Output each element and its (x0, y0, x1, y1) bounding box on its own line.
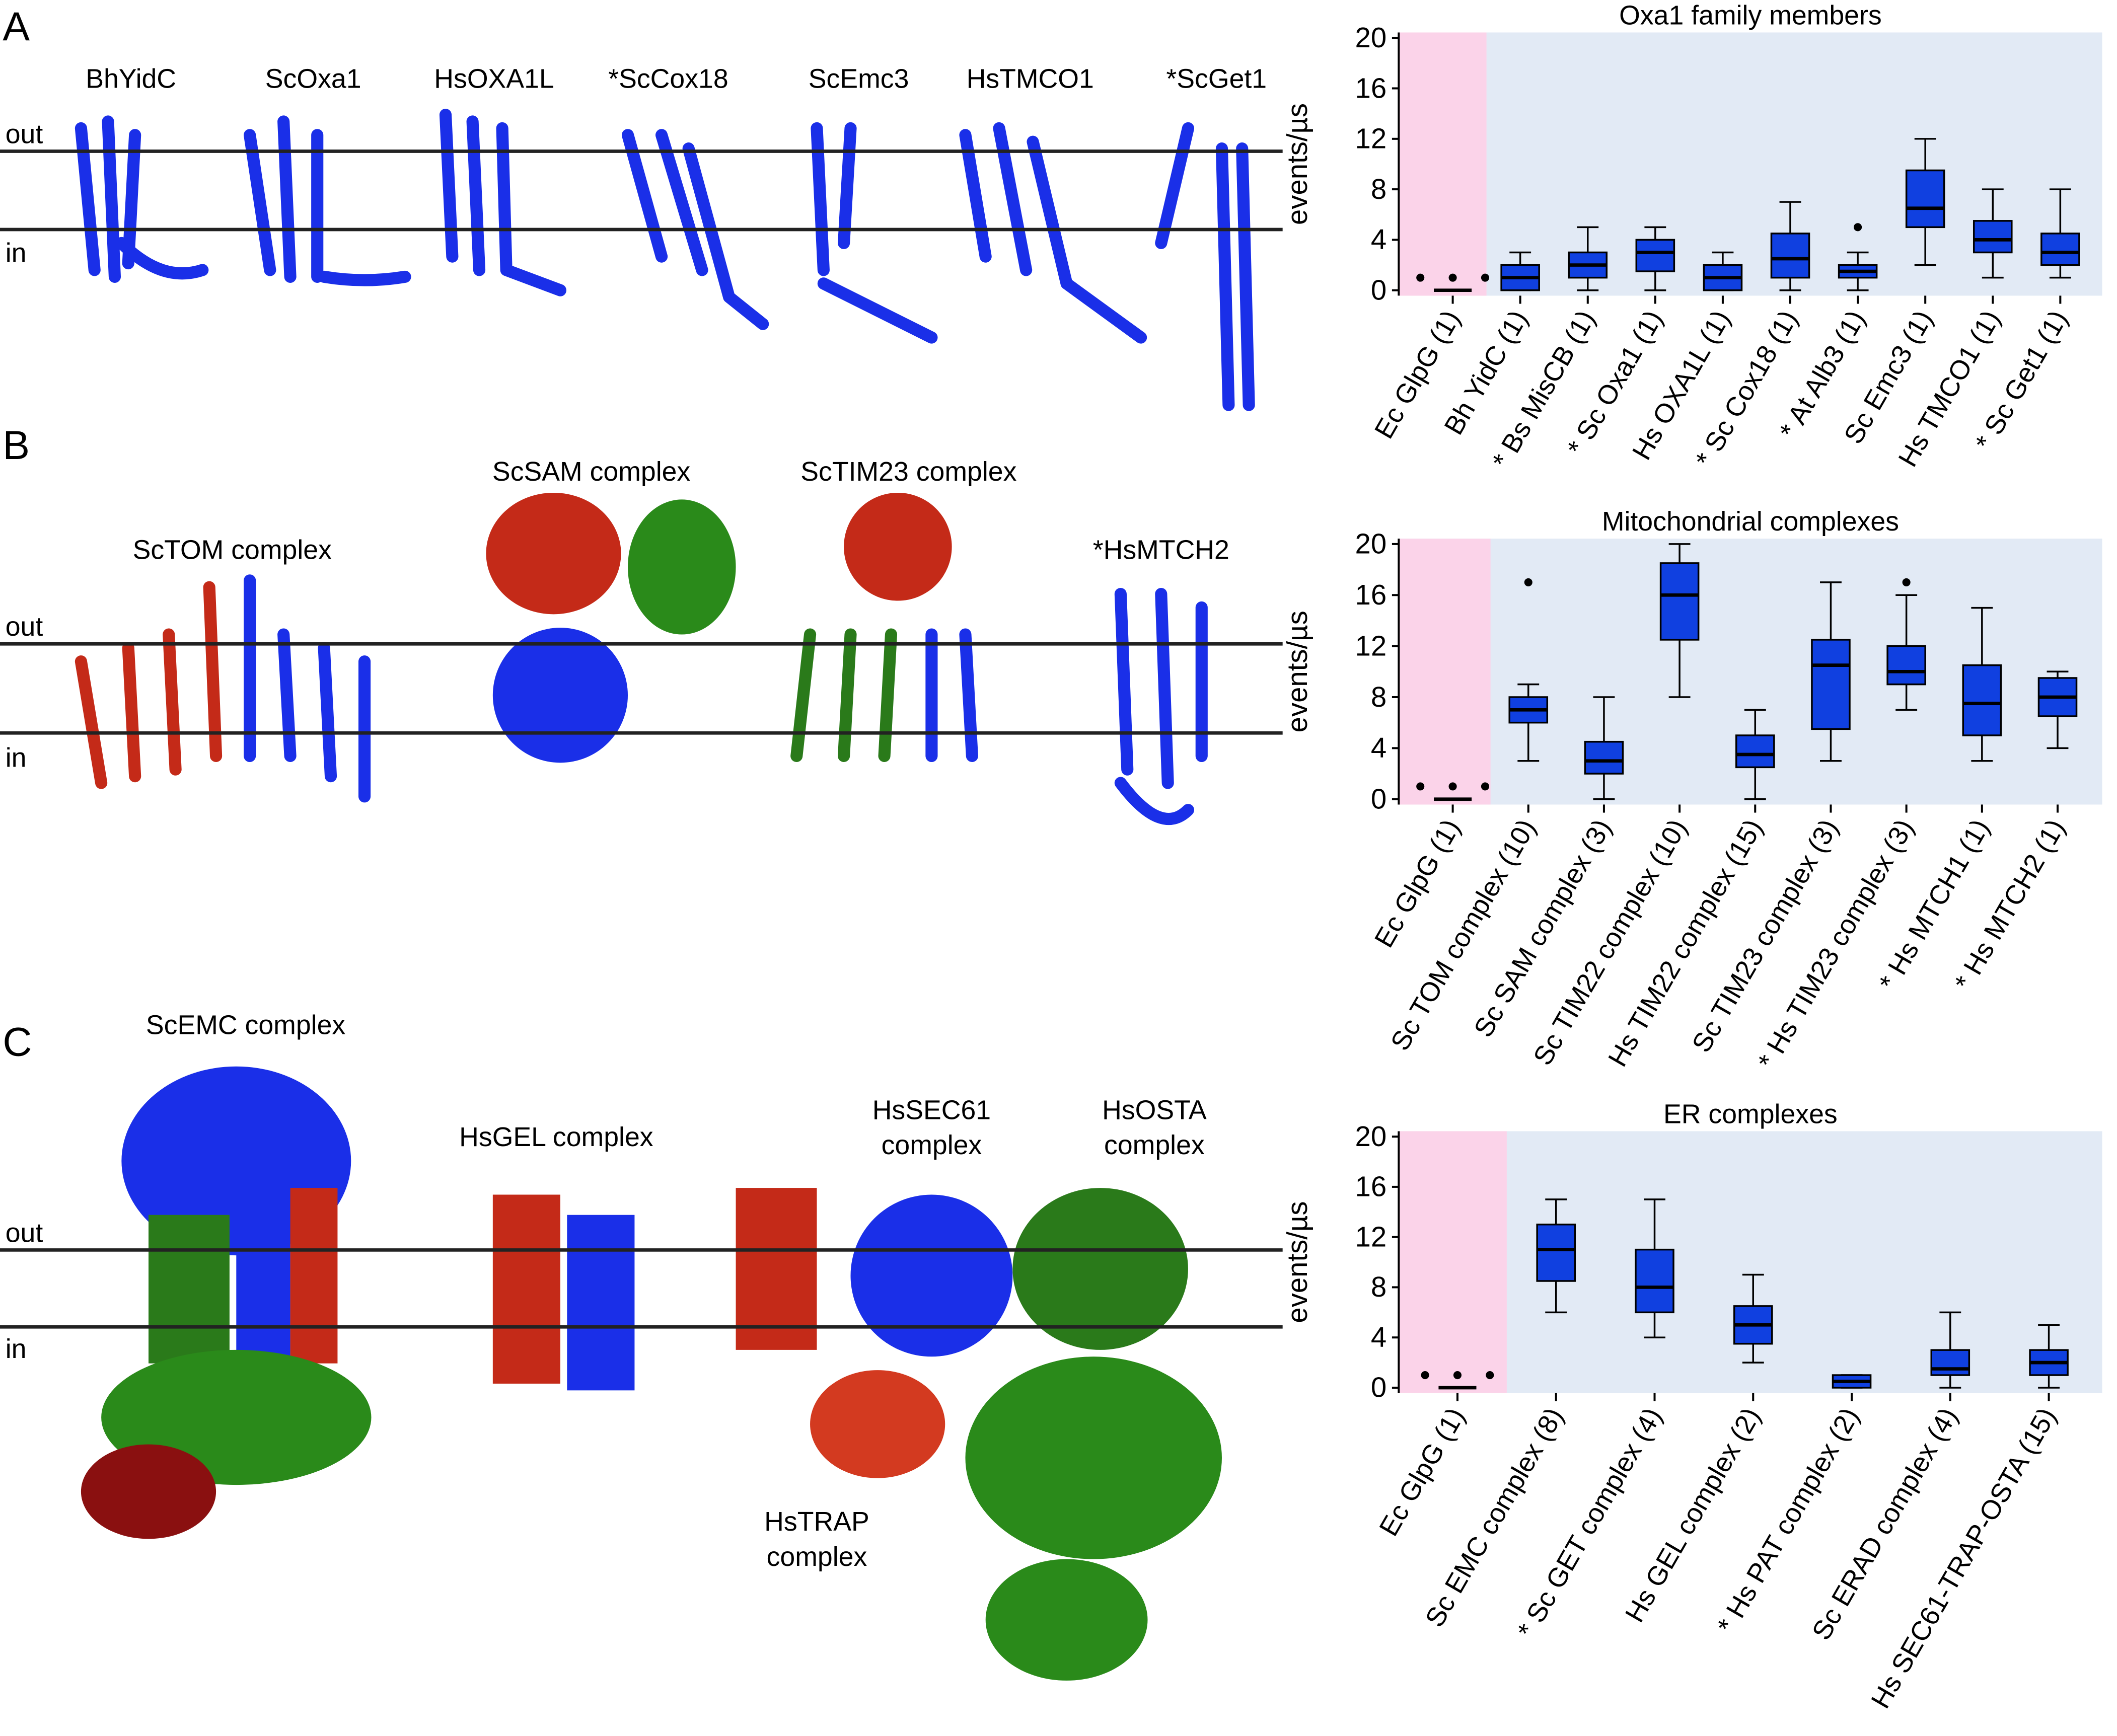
structures-a (75, 109, 1255, 411)
structure-label: ScOxa1 (265, 63, 361, 94)
box (1735, 734, 1775, 769)
structures-b (75, 492, 1208, 825)
chart-title: Mitochondrial complexes (1602, 506, 1899, 537)
box (1584, 740, 1624, 775)
y-tick-label: 20 (1355, 22, 1387, 53)
plot-background (1399, 32, 2102, 296)
outlier (1854, 223, 1862, 232)
structure-label: HsTMCO1 (967, 63, 1094, 94)
outlier (1486, 1371, 1494, 1380)
y-tick-label: 4 (1371, 223, 1386, 255)
membrane-label: out (6, 119, 43, 149)
control-background (1399, 539, 1491, 805)
structure-label: complex (1104, 1130, 1205, 1160)
membrane-label: in (6, 742, 27, 773)
box (1886, 645, 1926, 686)
box (1811, 639, 1851, 730)
outlier (1481, 782, 1489, 791)
outlier (1448, 782, 1457, 791)
structure-label: ScSAM complex (492, 457, 691, 487)
outlier (1481, 273, 1489, 282)
y-tick-label: 20 (1355, 1120, 1387, 1152)
structure-label: ScEMC complex (146, 1010, 346, 1040)
chart-title: Oxa1 family members (1619, 0, 1881, 30)
structure-label: HsTRAP (764, 1506, 869, 1537)
structure-label: HsGEL complex (459, 1122, 653, 1152)
control-background (1399, 1131, 1507, 1393)
y-tick-label: 16 (1355, 1171, 1387, 1202)
y-tick-label: 4 (1371, 732, 1386, 764)
structure-label: HsOSTA (1102, 1095, 1207, 1125)
x-tick-label: Sc SAM complex (3) (1468, 814, 1617, 1042)
box (1635, 239, 1675, 272)
y-tick-label: 16 (1355, 579, 1387, 611)
structure-label: ScTOM complex (133, 535, 332, 565)
box (1659, 562, 1700, 641)
structure-label: *HsMTCH2 (1093, 535, 1229, 565)
panel-letter: C (3, 1019, 32, 1065)
control-background (1399, 32, 1487, 296)
y-tick-label: 16 (1355, 72, 1387, 104)
box (1536, 1224, 1576, 1282)
outlier (1453, 1371, 1462, 1380)
x-tick-label: Ec GlpG (1) (1373, 1403, 1471, 1541)
panel-letter: B (3, 423, 30, 468)
y-tick-label: 12 (1355, 630, 1387, 661)
y-tick-label: 12 (1355, 1221, 1387, 1252)
box (1962, 664, 2002, 736)
box (1930, 1349, 1970, 1376)
outlier (1902, 578, 1911, 586)
y-axis-label: events/µs (1281, 1201, 1313, 1323)
structure-label: complex (882, 1130, 982, 1160)
y-axis-label: events/µs (1281, 103, 1313, 225)
y-tick-label: 12 (1355, 123, 1387, 155)
membrane-label: out (6, 1218, 43, 1248)
outlier (1416, 782, 1425, 791)
structure-label: ScTIM23 complex (800, 457, 1016, 487)
x-tick-label: Sc TOM complex (10) (1385, 814, 1542, 1055)
y-tick-label: 8 (1371, 1271, 1386, 1303)
outlier (1448, 273, 1457, 282)
membrane-label: in (6, 238, 27, 268)
structure-label: HsSEC61 (872, 1095, 991, 1125)
structure-label: *ScCox18 (608, 63, 728, 94)
membrane-label: in (6, 1334, 27, 1364)
outlier (1416, 273, 1425, 282)
x-tick-label: Hs SEC61-TRAP-OSTA (15) (1865, 1403, 2062, 1714)
y-tick-label: 0 (1371, 783, 1386, 815)
box (1635, 1248, 1674, 1314)
structure-label: *ScGet1 (1166, 63, 1267, 94)
structure-label: ScEmc3 (809, 63, 909, 94)
box (2040, 233, 2080, 266)
structures-c (81, 1066, 1222, 1681)
y-tick-label: 0 (1371, 1372, 1386, 1403)
structure-label: BhYidC (86, 63, 176, 94)
plot-background (1399, 1131, 2102, 1393)
structure-label: complex (767, 1542, 867, 1572)
membrane-label: out (6, 612, 43, 642)
y-axis-label: events/µs (1281, 611, 1313, 732)
box (1905, 169, 1945, 229)
y-tick-label: 8 (1371, 681, 1386, 713)
y-tick-label: 20 (1355, 528, 1387, 560)
outlier (1421, 1371, 1429, 1380)
y-tick-label: 0 (1371, 274, 1386, 306)
y-tick-label: 4 (1371, 1321, 1386, 1353)
box (1770, 233, 1810, 279)
y-tick-label: 8 (1371, 173, 1386, 205)
panel-letter: A (3, 5, 30, 50)
structure-label: HsOXA1L (434, 63, 554, 94)
box (1973, 220, 2013, 254)
outlier (1524, 578, 1532, 586)
chart-title: ER complexes (1663, 1099, 1838, 1129)
x-tick-label: Sc TIM23 complex (3) (1686, 814, 1844, 1057)
